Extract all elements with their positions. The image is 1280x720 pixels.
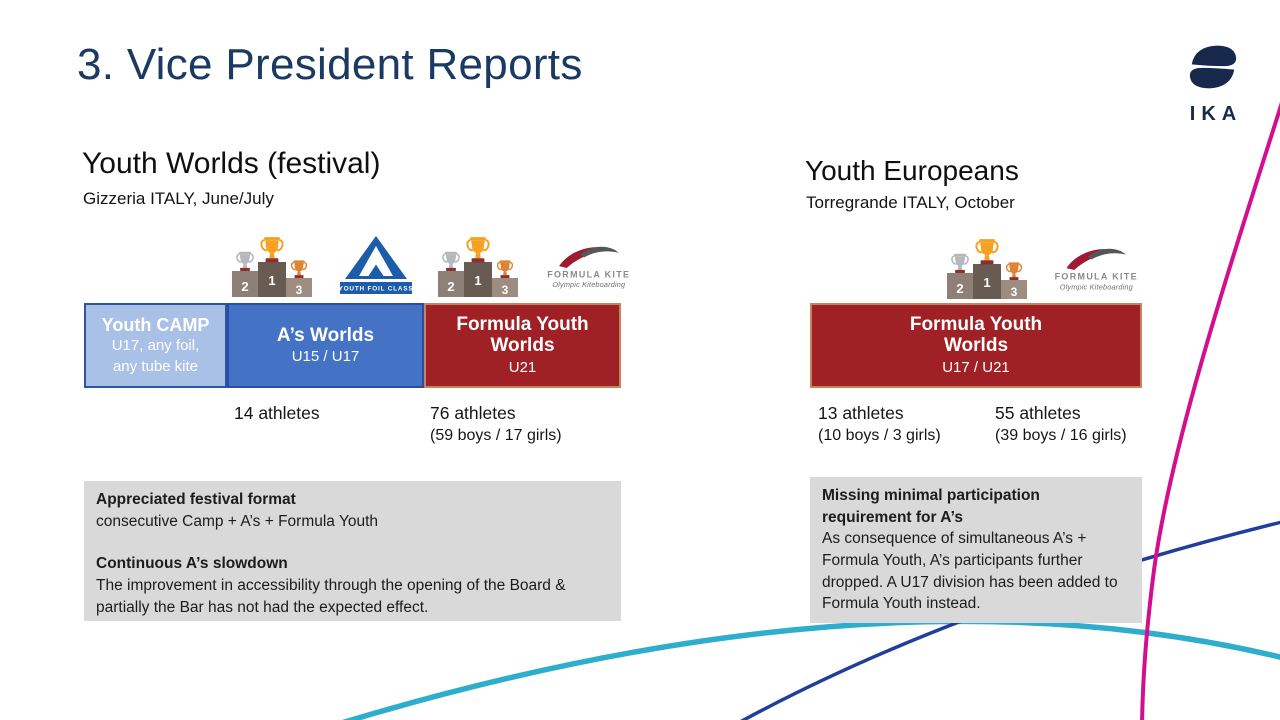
stat-detail: (59 boys / 17 girls)	[430, 427, 562, 444]
silver-trophy-icon	[236, 251, 254, 272]
note-item: Appreciated festival format consecutive …	[96, 489, 609, 532]
notes-youth-europeans: Missing minimal participation requiremen…	[810, 477, 1142, 623]
gold-trophy-icon	[260, 236, 284, 264]
note-title: Missing minimal participation requiremen…	[822, 487, 1040, 526]
podium-rank-2: 2	[241, 279, 248, 294]
event-box-as-worlds: A’s Worlds U15 / U17	[227, 303, 424, 388]
bronze-trophy-icon	[496, 259, 514, 279]
stat-count: 76 athletes	[430, 403, 516, 423]
kite-swoosh-gray-icon	[580, 246, 619, 258]
note-title: Continuous A’s slowdown	[96, 555, 288, 573]
stat-count: 13 athletes	[818, 403, 904, 423]
note-item: Continuous A’s slowdown The improvement …	[96, 553, 609, 618]
stat-detail: (39 boys / 16 girls)	[995, 427, 1127, 444]
note-title: Appreciated festival format	[96, 491, 296, 508]
formula-kite-logo: FORMULA KITE Olympic Kiteboarding	[547, 246, 630, 289]
event-box-youth-camp: Youth CAMP U17, any foil, any tube kite	[84, 303, 227, 388]
note-body: As consequence of simultaneous A’s + For…	[822, 530, 1118, 613]
note-body: consecutive Camp + A’s + Formula Youth	[96, 512, 379, 530]
youth-foil-class-logo: YOUTH FOIL CLASS	[340, 236, 412, 294]
youth-foil-class-label: YOUTH FOIL CLASS	[340, 286, 412, 293]
stat-u21: 55 athletes (39 boys / 16 girls)	[995, 403, 1127, 445]
podium-rank-2: 2	[447, 279, 454, 294]
note-body: The improvement in accessibility through…	[96, 577, 566, 616]
formula-kite-label: FORMULA KITE	[547, 270, 630, 280]
olympic-kiteboarding-label: Olympic Kiteboarding	[1060, 282, 1133, 291]
right-section-heading: Youth Europeans	[805, 155, 1019, 186]
olympic-kiteboarding-label: Olympic Kiteboarding	[552, 280, 625, 289]
event-box-title: Formula Youth Worlds	[456, 314, 589, 357]
podium-rank-1: 1	[474, 273, 481, 288]
stat-count: 14 athletes	[234, 403, 320, 423]
podium-rank-3: 3	[1011, 285, 1018, 299]
podium-icon: 2 1 3	[232, 236, 312, 297]
left-section-subheading: Gizzeria ITALY, June/July	[83, 189, 274, 208]
gold-trophy-icon	[466, 236, 490, 264]
podium-rank-3: 3	[502, 283, 509, 297]
podium-rank-1: 1	[983, 275, 990, 290]
foil-arrow-icon	[359, 246, 393, 276]
ika-logo-text: IKA	[1189, 103, 1243, 125]
stat-u17: 13 athletes (10 boys / 3 girls)	[818, 403, 941, 445]
ika-logo: IKA	[1176, 38, 1250, 126]
stat-as-worlds: 14 athletes	[234, 403, 320, 424]
bronze-trophy-icon	[290, 259, 308, 279]
event-box-title: A’s Worlds	[276, 324, 375, 346]
event-box-subtitle: U17 / U21	[942, 358, 1010, 376]
ika-mark-icon	[1189, 45, 1237, 89]
gold-trophy-icon	[975, 238, 999, 266]
page-title: 3. Vice President Reports	[77, 40, 583, 89]
podium-icon: 2 1 3	[947, 238, 1027, 299]
silver-trophy-icon	[442, 251, 460, 272]
kite-swoosh-red-icon	[559, 247, 613, 269]
event-box-formula-youth-worlds: Formula Youth Worlds U17 / U21	[810, 303, 1142, 388]
event-box-subtitle: any tube kite	[112, 357, 199, 375]
podium-rank-3: 3	[296, 283, 303, 297]
formula-kite-label: FORMULA KITE	[1055, 272, 1138, 282]
silver-trophy-icon	[951, 253, 969, 274]
event-box-subtitle: U17, any foil,	[111, 337, 200, 355]
kite-swoosh-red-icon	[1066, 248, 1121, 271]
event-box-subtitle: U21	[508, 358, 537, 376]
notes-youth-worlds: Appreciated festival format consecutive …	[84, 481, 621, 621]
kite-swoosh-gray-icon	[1087, 248, 1127, 260]
podium-icon: 2 1 3	[438, 236, 518, 297]
left-section-heading: Youth Worlds (festival)	[82, 147, 381, 180]
event-box-formula-youth-worlds: Formula Youth Worlds U21	[424, 303, 621, 388]
podium-rank-2: 2	[956, 281, 963, 296]
curve-magenta	[1140, 102, 1280, 720]
formula-kite-logo: FORMULA KITE Olympic Kiteboarding	[1055, 248, 1138, 291]
podium-rank-1: 1	[268, 273, 275, 288]
event-box-title: Youth CAMP	[101, 315, 210, 336]
stat-formula-youth-worlds: 76 athletes (59 boys / 17 girls)	[430, 403, 562, 445]
event-box-title: Formula Youth Worlds	[909, 314, 1043, 357]
bronze-trophy-icon	[1005, 261, 1023, 281]
curve-cyan	[341, 618, 1280, 720]
note-item: Missing minimal participation requiremen…	[822, 485, 1130, 615]
right-section-subheading: Torregrande ITALY, October	[806, 193, 1015, 212]
event-box-subtitle: U15 / U17	[291, 347, 360, 365]
stat-count: 55 athletes	[995, 403, 1081, 423]
stat-detail: (10 boys / 3 girls)	[818, 427, 941, 444]
